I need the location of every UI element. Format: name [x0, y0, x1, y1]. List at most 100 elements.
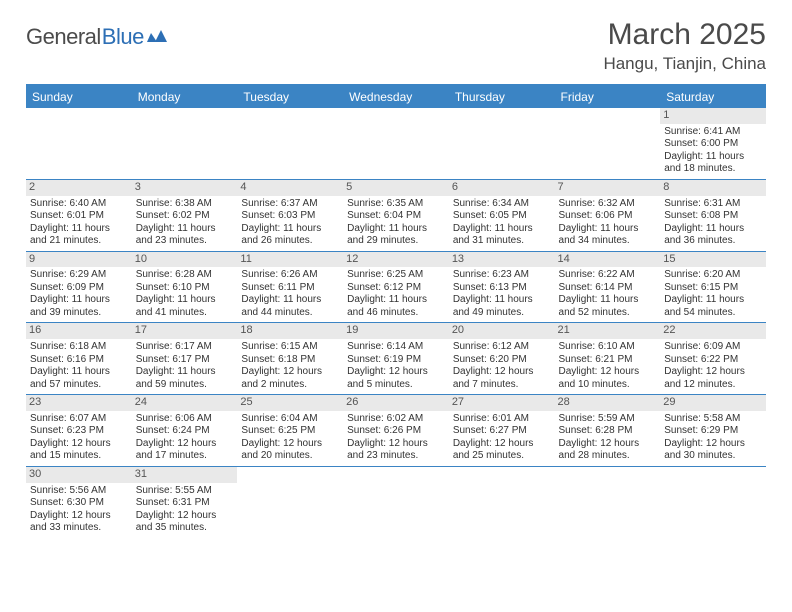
sunrise-text: Sunrise: 6:10 AM	[559, 341, 657, 354]
calendar-day: 5Sunrise: 6:35 AMSunset: 6:04 PMDaylight…	[343, 179, 449, 251]
day-details: Sunrise: 6:12 AMSunset: 6:20 PMDaylight:…	[453, 341, 551, 391]
day-details: Sunrise: 6:25 AMSunset: 6:12 PMDaylight:…	[347, 269, 445, 319]
daylight-text: Daylight: 11 hours and 52 minutes.	[559, 294, 657, 319]
sunrise-text: Sunrise: 6:12 AM	[453, 341, 551, 354]
calendar-week: 23 Sunrise: 6:07 AMSunset: 6:23 PMDayligh…	[26, 395, 766, 467]
calendar-empty	[343, 108, 449, 179]
day-details: Sunrise: 6:02 AMSunset: 6:26 PMDaylight:…	[347, 413, 445, 463]
sunset-text: Sunset: 6:27 PM	[453, 425, 551, 438]
calendar-day: 19Sunrise: 6:14 AMSunset: 6:19 PMDayligh…	[343, 323, 449, 395]
day-number: 26	[343, 395, 449, 411]
calendar-day: 24Sunrise: 6:06 AMSunset: 6:24 PMDayligh…	[132, 395, 238, 467]
weekday-header: Sunday	[26, 85, 132, 108]
sunrise-text: Sunrise: 6:20 AM	[664, 269, 762, 282]
day-details: Sunrise: 6:09 AMSunset: 6:22 PMDaylight:…	[664, 341, 762, 391]
daylight-text: Daylight: 12 hours and 15 minutes.	[30, 438, 128, 463]
calendar-day: 29Sunrise: 5:58 AMSunset: 6:29 PMDayligh…	[660, 395, 766, 467]
sunset-text: Sunset: 6:04 PM	[347, 210, 445, 223]
day-number: 23	[26, 395, 132, 411]
sunset-text: Sunset: 6:09 PM	[30, 282, 128, 295]
day-number: 3	[132, 180, 238, 196]
day-details: Sunrise: 6:15 AMSunset: 6:18 PMDaylight:…	[241, 341, 339, 391]
calendar-empty	[449, 466, 555, 537]
calendar-day: 26 Sunrise: 6:02 AMSunset: 6:26 PMDayligh…	[343, 395, 449, 467]
daylight-text: Daylight: 11 hours and 26 minutes.	[241, 223, 339, 248]
logo-word1: General	[26, 24, 101, 50]
calendar-day: 12Sunrise: 6:25 AMSunset: 6:12 PMDayligh…	[343, 251, 449, 323]
day-number: 21	[555, 323, 661, 339]
day-details: Sunrise: 6:40 AMSunset: 6:01 PMDaylight:…	[30, 198, 128, 248]
day-details: Sunrise: 6:32 AMSunset: 6:06 PMDaylight:…	[559, 198, 657, 248]
day-number: 9	[26, 252, 132, 268]
sunset-text: Sunset: 6:12 PM	[347, 282, 445, 295]
calendar-week: 30Sunrise: 5:56 AMSunset: 6:30 PMDayligh…	[26, 466, 766, 537]
calendar-week: 9Sunrise: 6:29 AMSunset: 6:09 PMDaylight…	[26, 251, 766, 323]
day-number: 7	[555, 180, 661, 196]
day-details: Sunrise: 6:07 AMSunset: 6:23 PMDaylight:…	[30, 413, 128, 463]
calendar-head: SundayMondayTuesdayWednesdayThursdayFrid…	[26, 85, 766, 108]
day-number: 2	[26, 180, 132, 196]
sunset-text: Sunset: 6:15 PM	[664, 282, 762, 295]
sunrise-text: Sunrise: 6:35 AM	[347, 198, 445, 211]
weekday-header: Wednesday	[343, 85, 449, 108]
sunrise-text: Sunrise: 6:04 AM	[241, 413, 339, 426]
day-number: 22	[660, 323, 766, 339]
day-number: 20	[449, 323, 555, 339]
day-details: Sunrise: 6:22 AMSunset: 6:14 PMDaylight:…	[559, 269, 657, 319]
sunset-text: Sunset: 6:19 PM	[347, 354, 445, 367]
calendar-week: 2 Sunrise: 6:40 AMSunset: 6:01 PMDaylight…	[26, 179, 766, 251]
day-number: 10	[132, 252, 238, 268]
sunset-text: Sunset: 6:08 PM	[664, 210, 762, 223]
sunrise-text: Sunrise: 5:55 AM	[136, 485, 234, 498]
calendar-empty	[132, 108, 238, 179]
title-block: March 2025 Hangu, Tianjin, China	[603, 18, 766, 74]
day-details: Sunrise: 6:38 AMSunset: 6:02 PMDaylight:…	[136, 198, 234, 248]
sunset-text: Sunset: 6:23 PM	[30, 425, 128, 438]
sunset-text: Sunset: 6:03 PM	[241, 210, 339, 223]
weekday-header: Saturday	[660, 85, 766, 108]
sunrise-text: Sunrise: 6:32 AM	[559, 198, 657, 211]
calendar-day: 17Sunrise: 6:17 AMSunset: 6:17 PMDayligh…	[132, 323, 238, 395]
sunset-text: Sunset: 6:20 PM	[453, 354, 551, 367]
calendar-page: General Blue March 2025 Hangu, Tianjin, …	[0, 0, 792, 548]
day-details: Sunrise: 6:26 AMSunset: 6:11 PMDaylight:…	[241, 269, 339, 319]
day-number: 19	[343, 323, 449, 339]
calendar-day: 22 Sunrise: 6:09 AMSunset: 6:22 PMDayligh…	[660, 323, 766, 395]
day-number: 31	[132, 467, 238, 483]
calendar-week: 1Sunrise: 6:41 AMSunset: 6:00 PMDaylight…	[26, 108, 766, 179]
weekday-header: Friday	[555, 85, 661, 108]
day-details: Sunrise: 6:23 AMSunset: 6:13 PMDaylight:…	[453, 269, 551, 319]
calendar-empty	[555, 108, 661, 179]
sunrise-text: Sunrise: 6:26 AM	[241, 269, 339, 282]
logo-word2: Blue	[102, 24, 144, 50]
sunset-text: Sunset: 6:11 PM	[241, 282, 339, 295]
calendar-day: 2 Sunrise: 6:40 AMSunset: 6:01 PMDaylight…	[26, 179, 132, 251]
sunrise-text: Sunrise: 6:38 AM	[136, 198, 234, 211]
daylight-text: Daylight: 12 hours and 23 minutes.	[347, 438, 445, 463]
sunrise-text: Sunrise: 6:17 AM	[136, 341, 234, 354]
calendar-table: SundayMondayTuesdayWednesdayThursdayFrid…	[26, 84, 766, 538]
day-details: Sunrise: 6:17 AMSunset: 6:17 PMDaylight:…	[136, 341, 234, 391]
sunrise-text: Sunrise: 6:40 AM	[30, 198, 128, 211]
calendar-day: 16Sunrise: 6:18 AMSunset: 6:16 PMDayligh…	[26, 323, 132, 395]
logo: General Blue	[26, 24, 167, 50]
daylight-text: Daylight: 11 hours and 23 minutes.	[136, 223, 234, 248]
sunset-text: Sunset: 6:22 PM	[664, 354, 762, 367]
sunrise-text: Sunrise: 6:01 AM	[453, 413, 551, 426]
day-number: 1	[660, 108, 766, 124]
calendar-day: 10Sunrise: 6:28 AMSunset: 6:10 PMDayligh…	[132, 251, 238, 323]
sunset-text: Sunset: 6:29 PM	[664, 425, 762, 438]
day-number: 13	[449, 252, 555, 268]
calendar-day: 30Sunrise: 5:56 AMSunset: 6:30 PMDayligh…	[26, 466, 132, 537]
sunset-text: Sunset: 6:00 PM	[664, 138, 762, 151]
sunrise-text: Sunrise: 5:56 AM	[30, 485, 128, 498]
daylight-text: Daylight: 11 hours and 31 minutes.	[453, 223, 551, 248]
daylight-text: Daylight: 11 hours and 41 minutes.	[136, 294, 234, 319]
day-details: Sunrise: 6:34 AMSunset: 6:05 PMDaylight:…	[453, 198, 551, 248]
daylight-text: Daylight: 12 hours and 12 minutes.	[664, 366, 762, 391]
day-details: Sunrise: 6:31 AMSunset: 6:08 PMDaylight:…	[664, 198, 762, 248]
sunrise-text: Sunrise: 6:31 AM	[664, 198, 762, 211]
calendar-day: 21Sunrise: 6:10 AMSunset: 6:21 PMDayligh…	[555, 323, 661, 395]
calendar-day: 14Sunrise: 6:22 AMSunset: 6:14 PMDayligh…	[555, 251, 661, 323]
day-number: 27	[449, 395, 555, 411]
